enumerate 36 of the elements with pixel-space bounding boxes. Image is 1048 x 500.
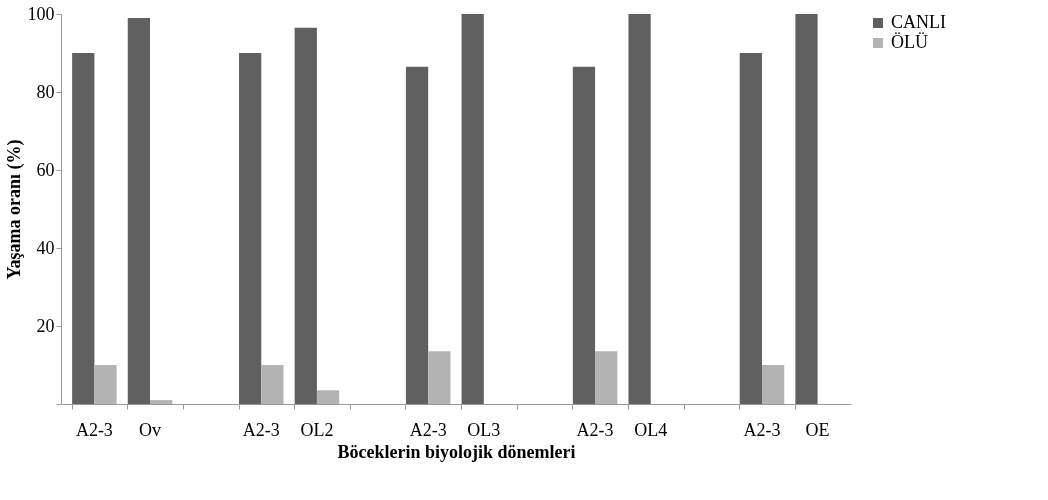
x-tick-label: OE — [805, 419, 830, 440]
bar — [72, 53, 95, 404]
y-tick-label: 60 — [36, 159, 55, 180]
x-tick-label: A2-3 — [576, 419, 614, 440]
bar — [316, 390, 340, 404]
bar — [739, 53, 762, 404]
y-axis-title: Yaşama oranı (%) — [3, 139, 25, 280]
bar — [294, 27, 317, 404]
bar — [595, 351, 618, 404]
bar — [761, 365, 785, 404]
x-tick-label: A2-3 — [242, 419, 280, 440]
bar — [239, 53, 262, 404]
y-tick-label: 40 — [36, 237, 55, 258]
x-tick-label: OL4 — [634, 419, 668, 440]
bar — [795, 14, 818, 404]
bar — [94, 365, 117, 404]
bar — [628, 14, 651, 404]
x-tick-label: A2-3 — [409, 419, 447, 440]
x-tick-label: A2-3 — [75, 419, 113, 440]
legend-label: CANLI — [891, 12, 946, 32]
x-tick-label: Ov — [139, 419, 162, 440]
bar — [150, 400, 173, 404]
x-tick-label: OL2 — [300, 419, 334, 440]
x-axis-title: Böceklerin biyolojik dönemleri — [337, 441, 576, 462]
x-tick-label: A2-3 — [743, 419, 781, 440]
y-tick-label: 80 — [36, 81, 55, 102]
bar — [461, 14, 484, 404]
bar — [127, 17, 151, 404]
x-tick-label: OL3 — [467, 419, 501, 440]
y-tick-label: 100 — [27, 3, 55, 24]
y-tick-label: 20 — [36, 315, 55, 336]
bar — [428, 351, 451, 404]
bar — [261, 365, 284, 404]
bar — [405, 66, 429, 404]
bar — [572, 66, 596, 404]
legend-label: ÖLÜ — [891, 32, 928, 52]
